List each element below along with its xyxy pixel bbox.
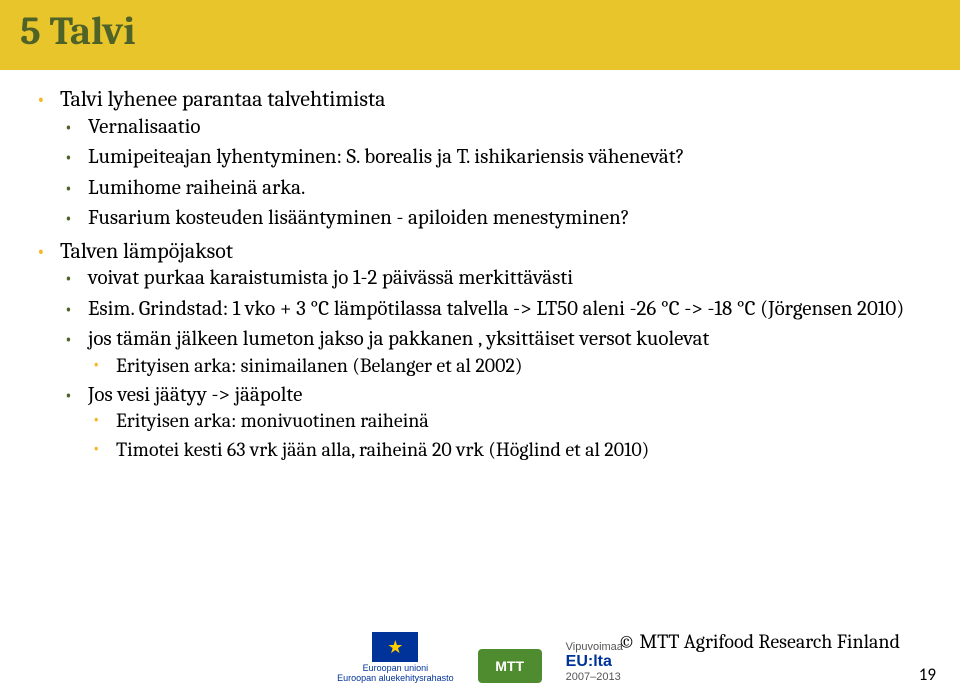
vipu-line1: Vipuvoimaa <box>566 641 623 653</box>
title-band <box>0 0 960 70</box>
bullet-lvl1: Jos vesi jäätyy -> jääpolte Erityisen ar… <box>60 382 930 463</box>
content-area: Talvi lyhenee parantaa talvehtimista Ver… <box>32 86 930 469</box>
bullet-text: voivat purkaa karaistumista jo 1-2 päivä… <box>88 266 573 290</box>
slide: 5 Talvi Talvi lyhenee parantaa talvehtim… <box>0 0 960 695</box>
eu-label-2: Euroopan aluekehitysrahasto <box>337 673 454 683</box>
bullet-lvl1: Esim. Grindstad: 1 vko + 3 °C lämpötilas… <box>60 296 930 322</box>
footer: ★ Euroopan unioni Euroopan aluekehitysra… <box>0 575 960 695</box>
bullet-text: Erityisen arka: sinimailanen (Belanger e… <box>116 354 523 377</box>
vipu-line2: EU:lta <box>566 653 612 670</box>
eu-flag-icon: ★ <box>371 631 419 663</box>
bullet-lvl0: Talvi lyhenee parantaa talvehtimista Ver… <box>32 86 930 232</box>
bullet-lvl1: Lumipeiteajan lyhentyminen: S. borealis … <box>60 144 930 170</box>
bullet-lvl1: jos tämän jälkeen lumeton jakso ja pakka… <box>60 326 930 378</box>
bullet-lvl1: Lumihome raiheinä arka. <box>60 175 930 201</box>
bullet-lvl1: Fusarium kosteuden lisääntyminen - apilo… <box>60 205 930 231</box>
bullet-text: Erityisen arka: monivuotinen raiheinä <box>116 409 429 432</box>
mtt-logo: MTT <box>478 649 542 683</box>
page-number: 19 <box>919 664 936 685</box>
slide-title: 5 Talvi <box>20 8 135 54</box>
bullet-text: Talven lämpöjaksot <box>60 238 233 264</box>
vipuvoimaa-logo: Vipuvoimaa EU:lta 2007–2013 <box>566 641 623 683</box>
bullet-lvl2: Erityisen arka: sinimailanen (Belanger e… <box>88 353 930 378</box>
bullet-lvl2: Timotei kesti 63 vrk jään alla, raiheinä… <box>88 437 930 462</box>
bullet-text: Esim. Grindstad: 1 vko + 3 °C lämpötilas… <box>88 297 904 321</box>
bullet-lvl1: Vernalisaatio <box>60 114 930 140</box>
eu-label-1: Euroopan unioni <box>363 663 429 673</box>
bullet-text: Talvi lyhenee parantaa talvehtimista <box>60 86 386 112</box>
vipu-line3: 2007–2013 <box>566 671 623 683</box>
bullet-text: Jos vesi jäätyy -> jääpolte <box>88 383 302 407</box>
copyright-text: © MTT Agrifood Research Finland <box>618 630 900 653</box>
bullet-text: Lumipeiteajan lyhentyminen: S. borealis … <box>88 145 684 169</box>
bullet-text: Fusarium kosteuden lisääntyminen - apilo… <box>88 206 630 230</box>
bullet-text: Vernalisaatio <box>88 115 201 139</box>
bullet-text: Timotei kesti 63 vrk jään alla, raiheinä… <box>116 438 649 461</box>
mtt-logo-icon: MTT <box>478 649 542 683</box>
bullet-lvl0: Talven lämpöjaksot voivat purkaa karaist… <box>32 238 930 463</box>
bullet-text: jos tämän jälkeen lumeton jakso ja pakka… <box>88 327 709 351</box>
eu-logo: ★ Euroopan unioni Euroopan aluekehitysra… <box>337 631 454 683</box>
bullet-lvl2: Erityisen arka: monivuotinen raiheinä <box>88 408 930 433</box>
bullet-lvl1: voivat purkaa karaistumista jo 1-2 päivä… <box>60 265 930 291</box>
bullet-text: Lumihome raiheinä arka. <box>88 176 305 200</box>
